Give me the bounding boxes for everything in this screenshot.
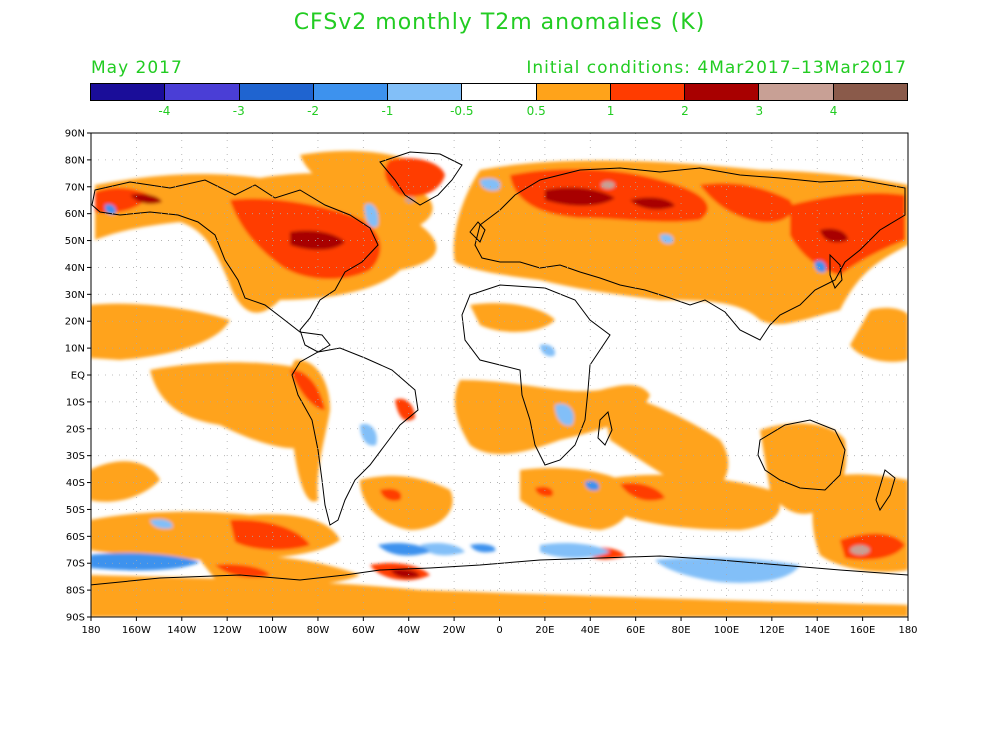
anomaly-fields <box>91 150 908 617</box>
colorbar-label: 3 <box>755 104 764 118</box>
latitude-label: 90N <box>65 129 85 140</box>
longitude-label: 120E <box>759 625 784 636</box>
longitude-label: 0 <box>496 625 502 636</box>
anomaly-blue <box>91 204 826 571</box>
colorbar-swatch <box>462 84 537 100</box>
new-zealand-outline <box>875 469 896 512</box>
colorbar-labels: -4 -3 -2 -1 -0.5 0.5 1 2 3 4 <box>90 104 908 120</box>
forecast-month: May 2017 <box>91 58 183 78</box>
latitude-label: 70N <box>65 182 85 193</box>
colorbar-label: -3 <box>232 104 245 118</box>
longitude-label: 60E <box>626 625 645 636</box>
latitude-label: 60N <box>65 209 85 220</box>
colorbar-swatch <box>313 84 389 100</box>
greenland-outline <box>379 151 463 206</box>
latitude-label: 60S <box>66 532 85 543</box>
colorbar-swatch <box>239 84 314 100</box>
longitude-label: 20E <box>535 625 554 636</box>
colorbar-swatch <box>536 84 611 100</box>
colorbar-label: 0.5 <box>526 104 546 118</box>
longitude-label: 100E <box>714 625 739 636</box>
colorbar-label: -1 <box>381 104 394 118</box>
longitude-label: 180 <box>898 625 917 636</box>
longitude-label: 100W <box>258 625 287 636</box>
latitude-label: 80N <box>65 155 85 166</box>
longitude-label: 140E <box>805 625 830 636</box>
colorbar-label: -2 <box>307 104 320 118</box>
latitude-label: 30S <box>66 451 85 462</box>
latitude-label: 40S <box>66 478 85 489</box>
colorbar <box>90 83 908 101</box>
anomaly-darkred <box>130 187 848 578</box>
longitude-label: 160W <box>122 625 151 636</box>
colorbar-swatch <box>91 84 166 100</box>
anomaly-lightblue <box>150 178 800 583</box>
longitude-label: 20W <box>443 625 466 636</box>
colorbar-swatch <box>833 84 907 100</box>
longitude-labels: 180 160W 140W 120W 100W 80W 60W 40W 20W 0 20E 40E 60… <box>81 617 918 636</box>
eurasia-outline <box>474 167 906 341</box>
latitude-label: 40N <box>65 263 85 274</box>
colorbar-label: -4 <box>158 104 171 118</box>
longitude-label: 40E <box>581 625 600 636</box>
latitude-label: 10S <box>66 397 85 408</box>
latitude-label: 10N <box>65 344 85 355</box>
latitude-label: 50N <box>65 236 85 247</box>
latitude-label: 70S <box>66 559 85 570</box>
colorbar-swatch <box>388 84 463 100</box>
latitude-label: EQ <box>71 371 85 382</box>
latitude-label: 80S <box>66 586 85 597</box>
africa-outline <box>461 284 611 466</box>
coastlines <box>91 151 908 586</box>
longitude-label: 40W <box>397 625 420 636</box>
latitude-label: 20N <box>65 317 85 328</box>
longitude-label: 120W <box>213 625 242 636</box>
latitude-labels: 90N 80N 70N 60N 50N 40N 30N 20N 10N EQ 10S 20S 30S 40… <box>65 129 91 624</box>
antarctica-outline <box>91 555 908 586</box>
latitude-label: 50S <box>66 505 85 516</box>
madagascar-outline <box>597 411 613 446</box>
anomaly-pink <box>405 181 870 555</box>
australia-outline <box>757 419 846 491</box>
chart-title: CFSv2 monthly T2m anomalies (K) <box>293 10 706 35</box>
north-america-outline <box>91 179 379 353</box>
colorbar-swatch <box>759 84 834 100</box>
colorbar-label: 2 <box>681 104 689 118</box>
longitude-label: 160E <box>850 625 875 636</box>
colorbar-swatch <box>165 84 240 100</box>
latitude-label: 20S <box>66 424 85 435</box>
japan-outline <box>829 253 843 289</box>
colorbar-swatch <box>610 84 686 100</box>
colorbar-swatch <box>685 84 760 100</box>
longitude-label: 140W <box>167 625 196 636</box>
uk-outline <box>469 221 486 243</box>
latitude-label: 90S <box>66 613 85 624</box>
longitude-label: 60W <box>352 625 375 636</box>
south-america-outline <box>291 347 419 526</box>
longitude-label: 80E <box>672 625 691 636</box>
colorbar-label: 1 <box>606 104 615 118</box>
latitude-label: 30N <box>65 290 85 301</box>
colorbar-label: 4 <box>829 104 838 118</box>
colorbar-label: -0.5 <box>450 104 474 118</box>
longitude-label: 180 <box>81 625 100 636</box>
initial-conditions: Initial conditions: 4Mar2017–13Mar2017 <box>526 58 907 78</box>
longitude-label: 80W <box>307 625 330 636</box>
